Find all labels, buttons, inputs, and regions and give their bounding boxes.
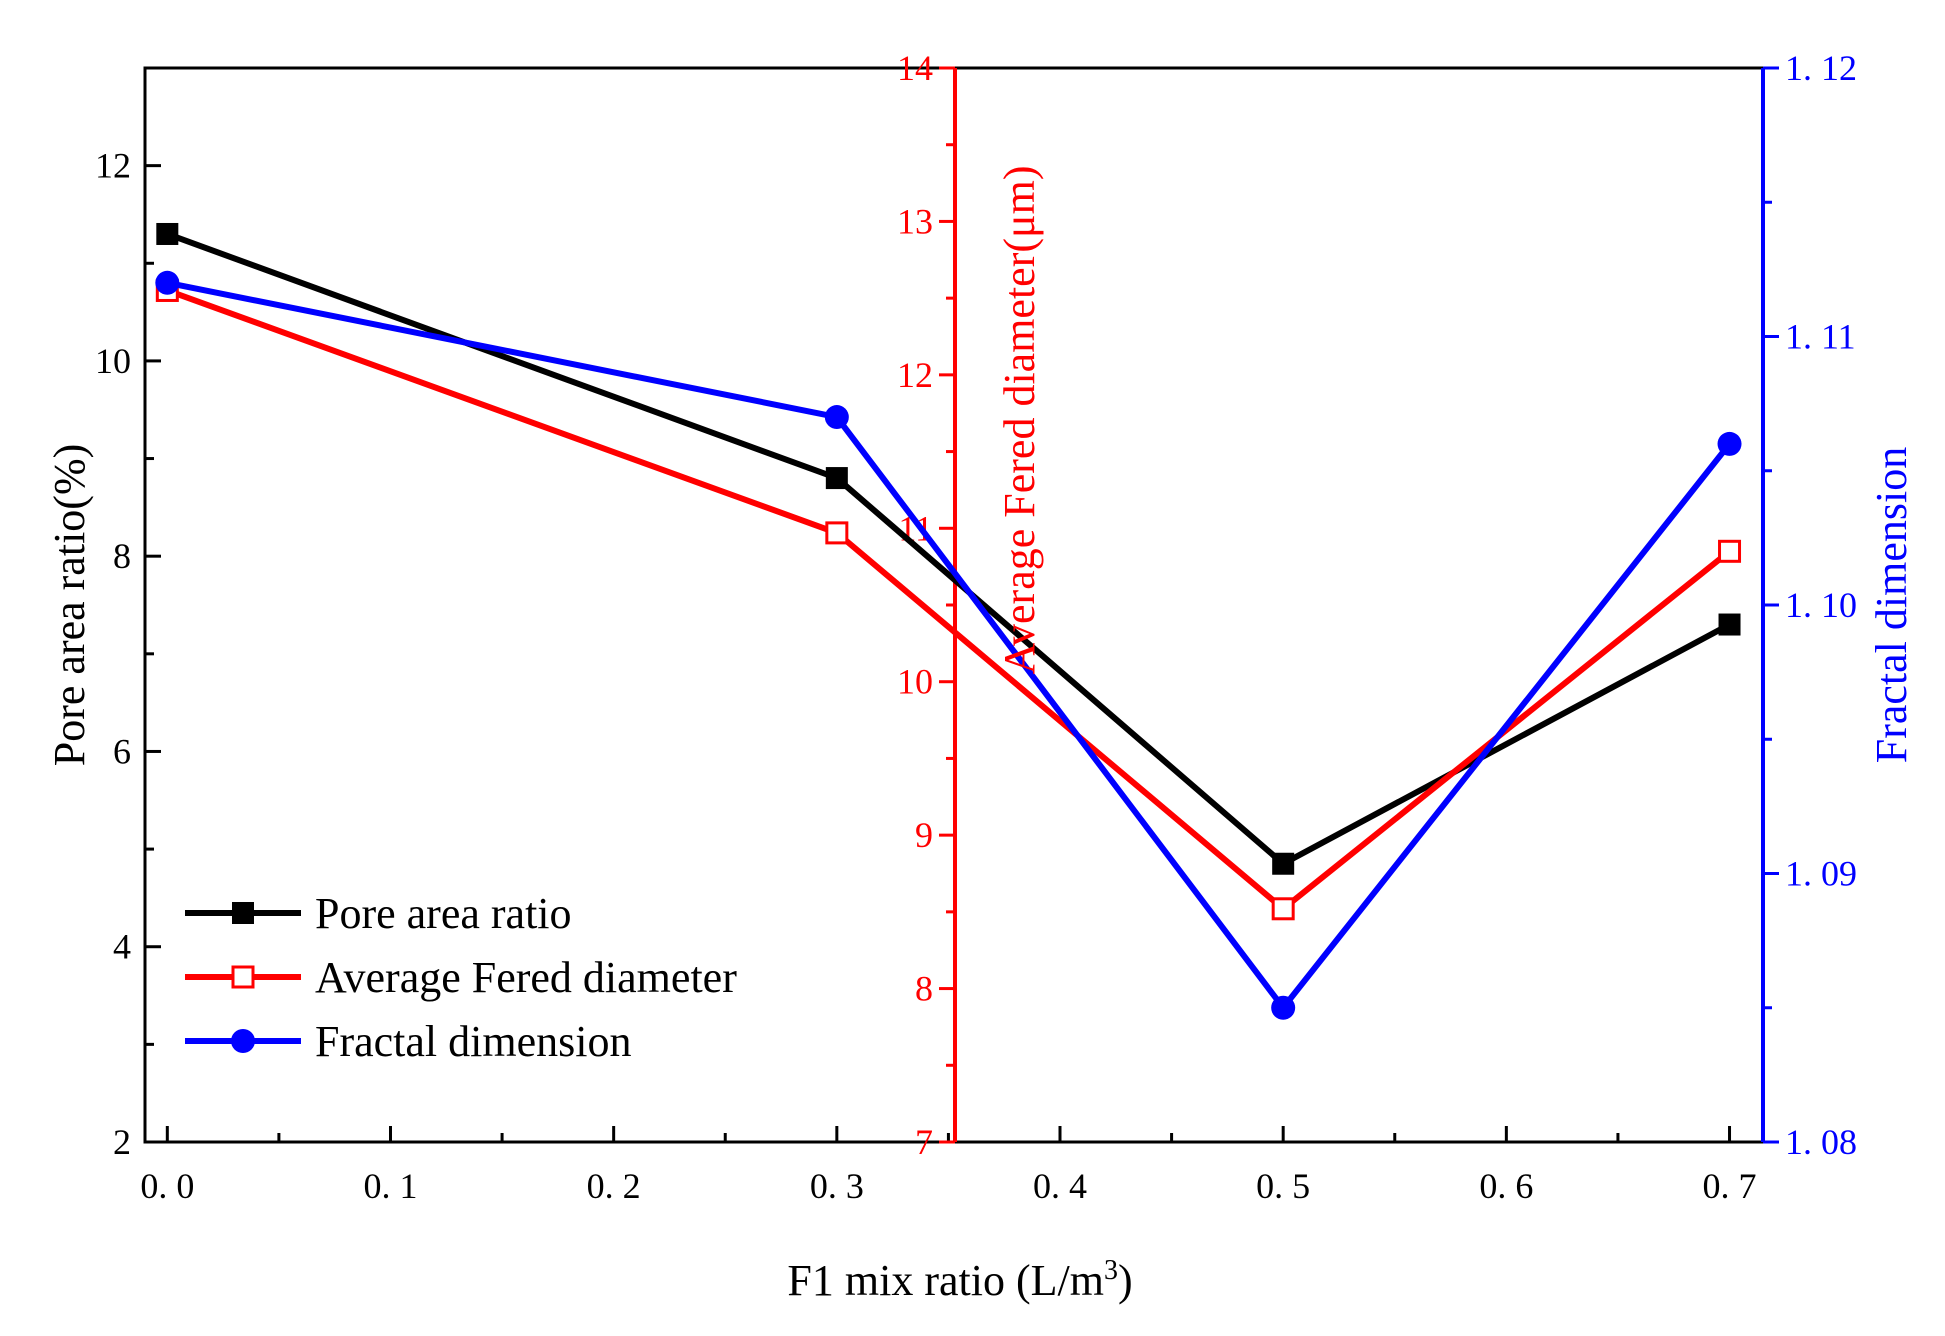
y-left-tick-label: 4 — [113, 927, 131, 967]
x-tick-label: 0. 1 — [363, 1166, 417, 1206]
y-right-tick-label: 1. 10 — [1785, 585, 1857, 625]
data-point-fractal-dimension — [824, 405, 849, 430]
y-left-tick-label: 2 — [113, 1122, 131, 1162]
y-right-tick-label: 1. 08 — [1785, 1122, 1857, 1162]
y-middle-tick-label: 10 — [897, 662, 933, 702]
data-point-pore-area-ratio — [1272, 852, 1295, 875]
x-tick-label: 0. 4 — [1033, 1166, 1087, 1206]
x-axis-title: F1 mix ratio (L/m3) — [787, 1255, 1132, 1305]
series-line-average-fered-diameter — [166, 287, 1732, 912]
legend-marker-average-fered-diameter — [231, 965, 255, 989]
y-middle-tick-label: 9 — [915, 815, 933, 855]
data-point-pore-area-ratio — [1718, 613, 1741, 636]
legend-label-average-fered-diameter: Average Fered diameter — [315, 953, 737, 1002]
x-axis-title-end: ) — [1118, 1256, 1133, 1305]
y-right-axis-title: Fractal dimension — [1867, 447, 1916, 764]
data-point-pore-area-ratio — [825, 467, 848, 490]
x-tick-label: 0. 6 — [1479, 1166, 1533, 1206]
legend-label-pore-area-ratio: Pore area ratio — [315, 889, 572, 938]
data-point-average-fered-diameter — [825, 521, 849, 545]
legend-marker-pore-area-ratio — [232, 902, 254, 924]
y-right-tick-label: 1. 12 — [1785, 48, 1857, 88]
legend-label-fractal-dimension: Fractal dimension — [315, 1017, 632, 1066]
series-layer — [155, 222, 1742, 1020]
y-middle-axis-title: Average Fered diameter(μm) — [995, 166, 1044, 675]
data-point-fractal-dimension — [1717, 431, 1742, 456]
x-tick-label: 0. 0 — [140, 1166, 194, 1206]
x-tick-label: 0. 2 — [587, 1166, 641, 1206]
x-tick-label: 0. 5 — [1256, 1166, 1310, 1206]
y-middle-tick-label: 13 — [897, 201, 933, 241]
axes-layer: 0. 0 0. 1 0. 2 0. 3 0. 4 0. 5 0. 6 0. 7 2 4 6 8 10 12… — [95, 48, 1857, 1206]
x-axis-title-main: F1 mix ratio (L/m — [787, 1256, 1104, 1305]
y-middle-tick-label: 12 — [897, 355, 933, 395]
data-point-fractal-dimension — [155, 270, 180, 295]
x-tick-label: 0. 3 — [810, 1166, 864, 1206]
y-left-tick-label: 6 — [113, 731, 131, 771]
legend-marker-fractal-dimension — [231, 1029, 255, 1053]
y-middle-tick-label: 7 — [915, 1122, 933, 1162]
data-point-average-fered-diameter — [1271, 897, 1295, 921]
y-left-tick-label: 12 — [95, 146, 131, 186]
legend: Pore area ratio Average Fered diameter Fra… — [185, 889, 737, 1066]
x-tick-label: 0. 7 — [1703, 1166, 1757, 1206]
x-axis-title-superscript: 3 — [1104, 1255, 1118, 1286]
y-middle-tick-label: 8 — [915, 969, 933, 1009]
data-point-average-fered-diameter — [1718, 539, 1742, 563]
y-right-tick-label: 1. 11 — [1785, 317, 1856, 357]
series-line-pore-area-ratio — [166, 231, 1731, 867]
data-point-fractal-dimension — [1271, 995, 1296, 1020]
series-line-fractal-dimension — [166, 279, 1732, 1011]
y-middle-tick-label: 14 — [897, 48, 933, 88]
y-left-tick-label: 8 — [113, 536, 131, 576]
y-right-tick-label: 1. 09 — [1785, 854, 1857, 894]
y-left-tick-label: 10 — [95, 341, 131, 381]
data-point-pore-area-ratio — [156, 222, 179, 245]
y-left-axis-title: Pore area ratio(%) — [45, 444, 94, 766]
